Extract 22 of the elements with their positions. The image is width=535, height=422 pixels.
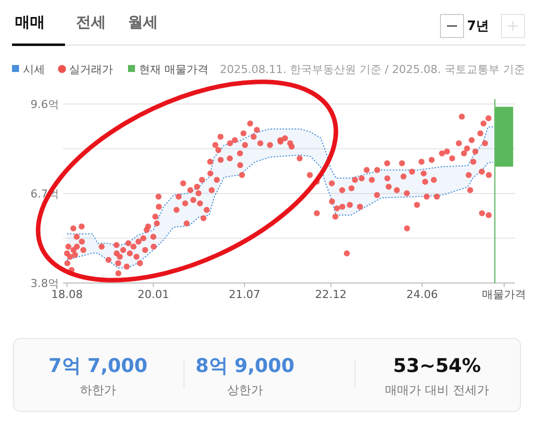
legend-label: 실거래가 [69,63,113,76]
x-tick-label: 매물가격 [482,288,526,301]
text: 전세 [76,13,106,31]
text: 7년 [466,19,490,34]
text: 53~54% [393,355,481,377]
y-tick-label: 9.6억 [30,98,59,111]
text: 월세 [128,13,158,31]
x-tick-label: 21.07 [228,288,260,301]
text: 매매 [15,13,45,31]
x-tick-label: 20.01 [138,288,170,301]
x-tick-label: 18.08 [51,288,83,301]
text: 매매가 대비 전세가 [385,383,489,397]
text: 상한가 [227,383,263,397]
legend-label: 현재 매물가격 [139,63,208,76]
x-tick-label: 22.12 [315,288,347,301]
text: 8억 9,000 [196,355,294,377]
text: 2025.08.11. 한국부동산원 기준 / 2025.08. 국토교통부 기준 [220,63,525,76]
y-tick-label: 3.8억 [30,277,59,290]
x-tick-label: 24.06 [406,288,438,301]
text: 7억 7,000 [48,355,148,377]
legend-label: 시세 [23,63,45,76]
text: 하한가 [80,383,116,397]
